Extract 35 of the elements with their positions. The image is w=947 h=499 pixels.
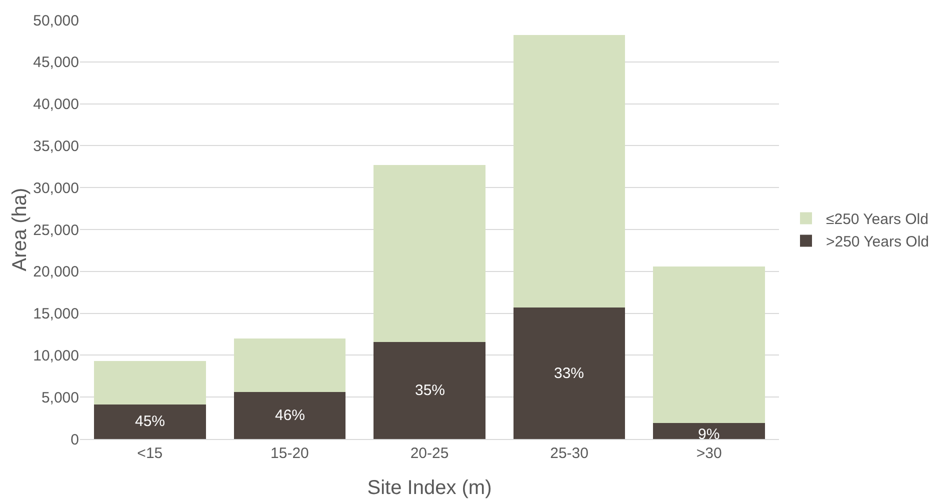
x-axis-title: Site Index (m) [367,477,492,499]
y-tick-label: 0 [70,431,79,448]
bar [653,423,766,439]
bar [94,361,206,405]
annotation: 35% [415,382,446,399]
x-tick-label: >30 [696,445,722,462]
y-tick-label: 40,000 [33,96,79,114]
y-tick-label: 20,000 [33,264,79,281]
bar [513,35,626,308]
y-tick-label: 35,000 [33,138,79,155]
y-tick-label: 30,000 [33,180,79,197]
y-tick-label: 25,000 [33,222,79,239]
y-tick-label: 50,000 [33,12,79,30]
x-tick-label: 20-25 [410,445,449,462]
x-tick-label: 25-30 [550,445,588,462]
x-tick-label: 15-20 [270,445,309,462]
x-tick-label: <15 [137,445,163,462]
annotation: 33% [554,365,584,382]
bar [234,338,346,392]
bar [653,266,766,424]
annotation: 45% [135,413,166,430]
bar [234,392,346,439]
annotation: 46% [275,407,306,424]
bar [94,404,206,439]
bar [374,342,486,439]
y-tick-label: 5,000 [41,389,79,406]
legend-label: >250 Years Old [826,234,930,251]
bar [513,307,626,439]
annotation: 9% [698,426,720,443]
legend-label: ≤250 Years Old [826,211,928,228]
y-tick-label: 10,000 [33,347,79,364]
y-axis-title: Area (ha) [9,188,32,272]
bar [374,164,486,342]
y-tick-label: 15,000 [33,306,79,323]
y-tick-label: 45,000 [33,54,79,72]
